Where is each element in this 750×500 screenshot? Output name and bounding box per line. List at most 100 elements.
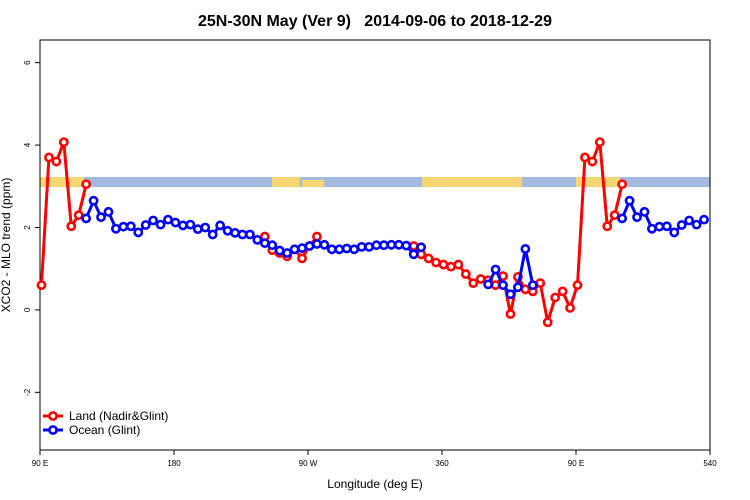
land-strip xyxy=(40,177,84,187)
point xyxy=(594,137,605,148)
ocean-strip xyxy=(40,177,710,187)
point xyxy=(51,156,62,167)
point xyxy=(617,213,628,224)
point xyxy=(505,289,516,300)
point xyxy=(416,242,427,253)
point xyxy=(654,221,665,232)
point xyxy=(267,240,278,251)
x-tick-label: 90 E xyxy=(568,459,584,468)
point xyxy=(297,253,307,264)
point xyxy=(393,239,404,250)
point xyxy=(237,229,248,240)
point xyxy=(192,224,203,235)
point xyxy=(423,253,434,264)
point xyxy=(676,220,687,230)
legend-marker xyxy=(48,425,58,435)
point xyxy=(438,259,449,270)
point xyxy=(133,227,144,238)
land-strip xyxy=(422,177,522,187)
x-tick-label: 540 xyxy=(703,459,717,468)
point xyxy=(140,220,151,230)
point xyxy=(118,221,129,232)
point xyxy=(431,257,441,268)
point xyxy=(297,243,307,253)
point xyxy=(111,223,121,234)
point xyxy=(81,179,92,190)
y-tick-label: 4 xyxy=(23,142,32,147)
chart-title: 25N-30N May (Ver 9) 2014-09-06 to 2018-1… xyxy=(198,13,552,30)
point xyxy=(125,221,136,232)
point xyxy=(647,223,657,234)
point xyxy=(371,240,382,251)
point xyxy=(520,284,531,295)
point xyxy=(207,229,218,240)
point xyxy=(148,215,159,226)
legend-label: Land (Nadir&Glint) xyxy=(69,409,168,423)
point xyxy=(66,221,77,232)
point xyxy=(36,280,47,291)
point xyxy=(453,259,464,270)
point xyxy=(565,302,575,313)
plot-frame xyxy=(39,39,711,451)
point xyxy=(170,217,181,228)
land-ocean-strip xyxy=(40,177,710,187)
point xyxy=(408,249,419,260)
legend: Land (Nadir&Glint)Ocean (Glint) xyxy=(43,409,168,437)
legend-marker xyxy=(48,411,58,421)
point xyxy=(200,222,211,233)
point xyxy=(230,227,240,238)
point xyxy=(527,280,538,291)
point xyxy=(73,210,84,221)
point xyxy=(289,244,300,255)
point xyxy=(580,152,590,163)
point xyxy=(624,195,635,206)
land-strip xyxy=(302,180,324,187)
point xyxy=(245,229,255,240)
point xyxy=(632,212,642,223)
point xyxy=(490,280,501,291)
point xyxy=(446,261,456,272)
point xyxy=(669,227,680,238)
x-tick-label: 180 xyxy=(167,459,181,468)
point xyxy=(185,219,196,230)
point xyxy=(691,219,702,230)
point xyxy=(386,239,397,250)
y-tick-label: 6 xyxy=(23,60,32,65)
y-tick-label: 0 xyxy=(23,307,32,312)
point xyxy=(587,156,598,167)
point xyxy=(215,220,226,231)
point xyxy=(319,239,330,250)
legend-label: Ocean (Glint) xyxy=(69,423,140,437)
y-tick-label: 2 xyxy=(23,225,32,230)
point xyxy=(468,278,479,289)
point xyxy=(498,280,508,291)
point xyxy=(58,137,69,148)
point xyxy=(460,269,471,279)
land-strip xyxy=(576,177,620,187)
point xyxy=(535,278,546,289)
point xyxy=(542,317,553,328)
point xyxy=(312,239,322,249)
point xyxy=(475,274,486,284)
point xyxy=(326,244,337,255)
point xyxy=(609,210,620,221)
point xyxy=(163,214,173,225)
point xyxy=(617,179,628,190)
point xyxy=(505,309,516,319)
point xyxy=(103,206,114,217)
point xyxy=(364,241,374,252)
point xyxy=(661,221,672,232)
point xyxy=(274,245,285,256)
point xyxy=(304,241,315,251)
land-strip xyxy=(272,177,300,187)
point xyxy=(520,244,531,254)
y-tick-label: -2 xyxy=(23,388,32,396)
point xyxy=(490,264,501,275)
x-tick-label: 360 xyxy=(435,459,449,468)
point xyxy=(557,286,568,297)
y-axis-label: XCO2 - MLO trend (ppm) xyxy=(0,178,13,313)
point xyxy=(96,212,106,223)
point xyxy=(222,225,233,236)
point xyxy=(639,206,650,217)
